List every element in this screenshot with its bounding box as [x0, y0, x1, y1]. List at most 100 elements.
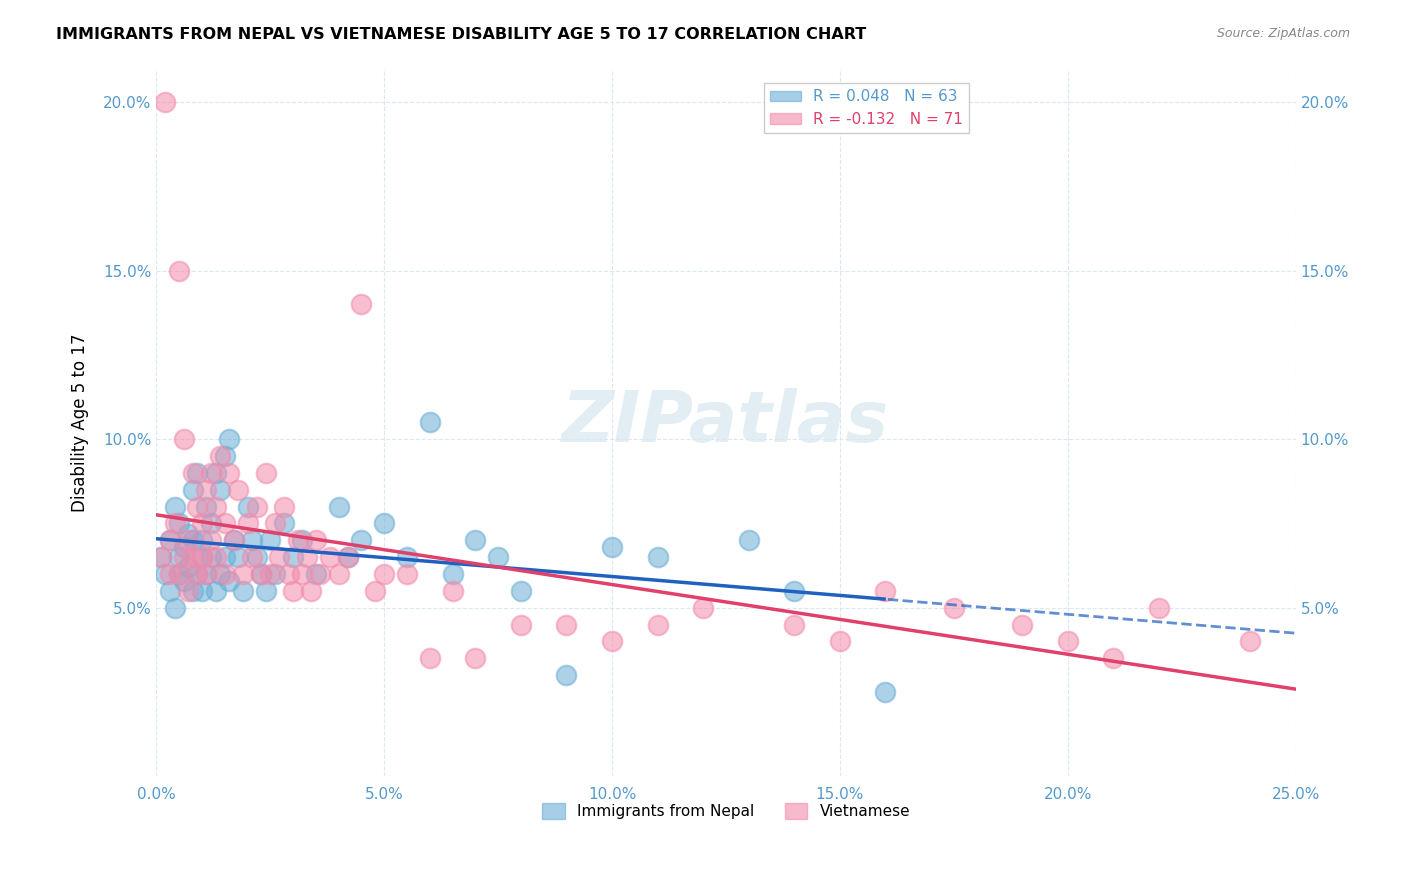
Point: [181, 533, 204, 548]
Point: [159, 533, 181, 548]
Point: [167, 566, 190, 581]
Point: [277, 566, 299, 581]
Point: [173, 574, 195, 588]
Point: [419, 651, 441, 665]
Point: [232, 583, 254, 598]
Point: [167, 516, 190, 531]
Point: [1102, 651, 1125, 665]
Point: [163, 516, 186, 531]
Point: [181, 550, 204, 565]
Point: [1011, 617, 1033, 632]
Point: [186, 566, 208, 581]
Point: [159, 566, 181, 581]
Point: [218, 574, 240, 588]
Point: [232, 566, 254, 581]
Point: [204, 550, 226, 565]
Point: [177, 533, 200, 548]
Point: [419, 415, 441, 429]
Point: [600, 540, 623, 554]
Point: [305, 533, 328, 548]
Point: [692, 600, 714, 615]
Point: [200, 533, 222, 548]
Point: [295, 550, 318, 565]
Point: [828, 634, 851, 648]
Point: [204, 466, 226, 480]
Point: [486, 550, 509, 565]
Point: [209, 449, 232, 463]
Point: [177, 526, 200, 541]
Point: [328, 500, 350, 514]
Point: [464, 651, 486, 665]
Point: [204, 500, 226, 514]
Point: [240, 533, 263, 548]
Text: Source: ZipAtlas.com: Source: ZipAtlas.com: [1216, 27, 1350, 40]
Point: [287, 533, 309, 548]
Point: [214, 449, 236, 463]
Point: [191, 550, 214, 565]
Point: [191, 583, 214, 598]
Point: [177, 583, 200, 598]
Point: [218, 432, 240, 446]
Point: [246, 550, 269, 565]
Point: [236, 500, 259, 514]
Point: [783, 583, 806, 598]
Point: [155, 566, 177, 581]
Point: [209, 483, 232, 497]
Point: [263, 566, 285, 581]
Point: [309, 566, 332, 581]
Point: [254, 583, 277, 598]
Point: [195, 566, 218, 581]
Point: [555, 617, 578, 632]
Point: [222, 533, 245, 548]
Point: [195, 500, 218, 514]
Point: [149, 550, 172, 565]
Point: [509, 583, 531, 598]
Point: [647, 550, 669, 565]
Point: [240, 550, 263, 565]
Point: [186, 466, 208, 480]
Point: [163, 600, 186, 615]
Point: [336, 550, 359, 565]
Point: [395, 550, 418, 565]
Point: [281, 583, 304, 598]
Point: [181, 583, 204, 598]
Text: IMMIGRANTS FROM NEPAL VS VIETNAMESE DISABILITY AGE 5 TO 17 CORRELATION CHART: IMMIGRANTS FROM NEPAL VS VIETNAMESE DISA…: [56, 27, 866, 42]
Point: [273, 516, 295, 531]
Point: [191, 550, 214, 565]
Point: [250, 566, 273, 581]
Point: [259, 566, 281, 581]
Point: [191, 533, 214, 548]
Point: [395, 566, 418, 581]
Point: [200, 516, 222, 531]
Point: [159, 533, 181, 548]
Point: [350, 297, 373, 311]
Point: [1056, 634, 1078, 648]
Point: [250, 566, 273, 581]
Point: [163, 500, 186, 514]
Point: [181, 483, 204, 497]
Point: [875, 583, 897, 598]
Point: [259, 533, 281, 548]
Point: [441, 566, 464, 581]
Point: [441, 583, 464, 598]
Point: [173, 432, 195, 446]
Point: [373, 566, 395, 581]
Point: [281, 550, 304, 565]
Point: [600, 634, 623, 648]
Point: [373, 516, 395, 531]
Point: [291, 533, 314, 548]
Point: [200, 466, 222, 480]
Legend: Immigrants from Nepal, Vietnamese: Immigrants from Nepal, Vietnamese: [536, 797, 917, 825]
Point: [191, 516, 214, 531]
Text: ZIPatlas: ZIPatlas: [562, 388, 890, 457]
Point: [214, 566, 236, 581]
Point: [236, 516, 259, 531]
Point: [328, 566, 350, 581]
Point: [218, 466, 240, 480]
Point: [1239, 634, 1261, 648]
Point: [555, 668, 578, 682]
Point: [149, 550, 172, 565]
Point: [214, 516, 236, 531]
Point: [254, 466, 277, 480]
Point: [318, 550, 340, 565]
